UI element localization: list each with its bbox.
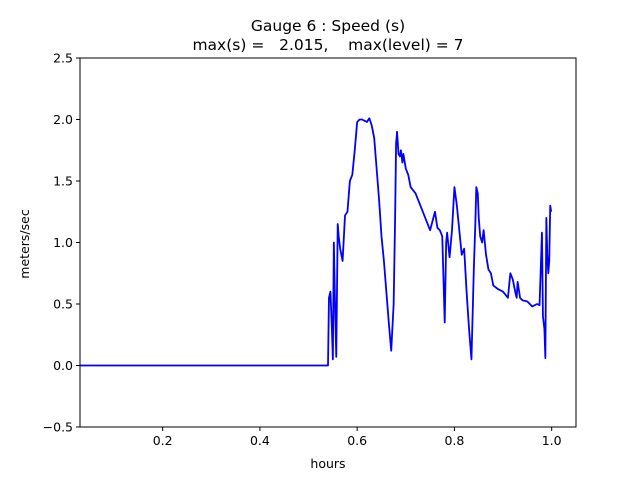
x-tick-label: 1.0 (542, 433, 562, 448)
y-tick-label: 1.5 (53, 174, 73, 189)
y-tick-label: 2.5 (53, 51, 73, 66)
plot-frame (79, 57, 577, 428)
x-tick-label: 0.2 (153, 433, 173, 448)
plot-area: 0.2 0.4 0.6 0.8 1.0 −0.5 0.0 0.5 1.0 1.5 2.0 2.5 (43, 51, 577, 448)
y-tick-label: 2.0 (53, 112, 73, 127)
y-axis: −0.5 0.0 0.5 1.0 1.5 2.0 2.5 (43, 51, 80, 435)
y-tick-label: 0.0 (53, 358, 73, 373)
chart-title: Gauge 6 : Speed (s) (251, 17, 405, 35)
y-tick-label: 1.0 (53, 235, 73, 250)
x-axis-label: hours (310, 456, 345, 471)
speed-series-line (80, 117, 553, 367)
series-layer (80, 117, 553, 367)
y-tick-label: 0.5 (53, 297, 73, 312)
y-tick-label: −0.5 (43, 420, 73, 435)
chart-subtitle: max(s) = 2.015, max(level) = 7 (192, 36, 463, 54)
y-axis-label: meters/sec (17, 209, 32, 279)
x-tick-label: 0.8 (444, 433, 464, 448)
x-axis: 0.2 0.4 0.6 0.8 1.0 (153, 427, 562, 448)
x-tick-label: 0.4 (250, 433, 270, 448)
x-tick-label: 0.6 (347, 433, 367, 448)
